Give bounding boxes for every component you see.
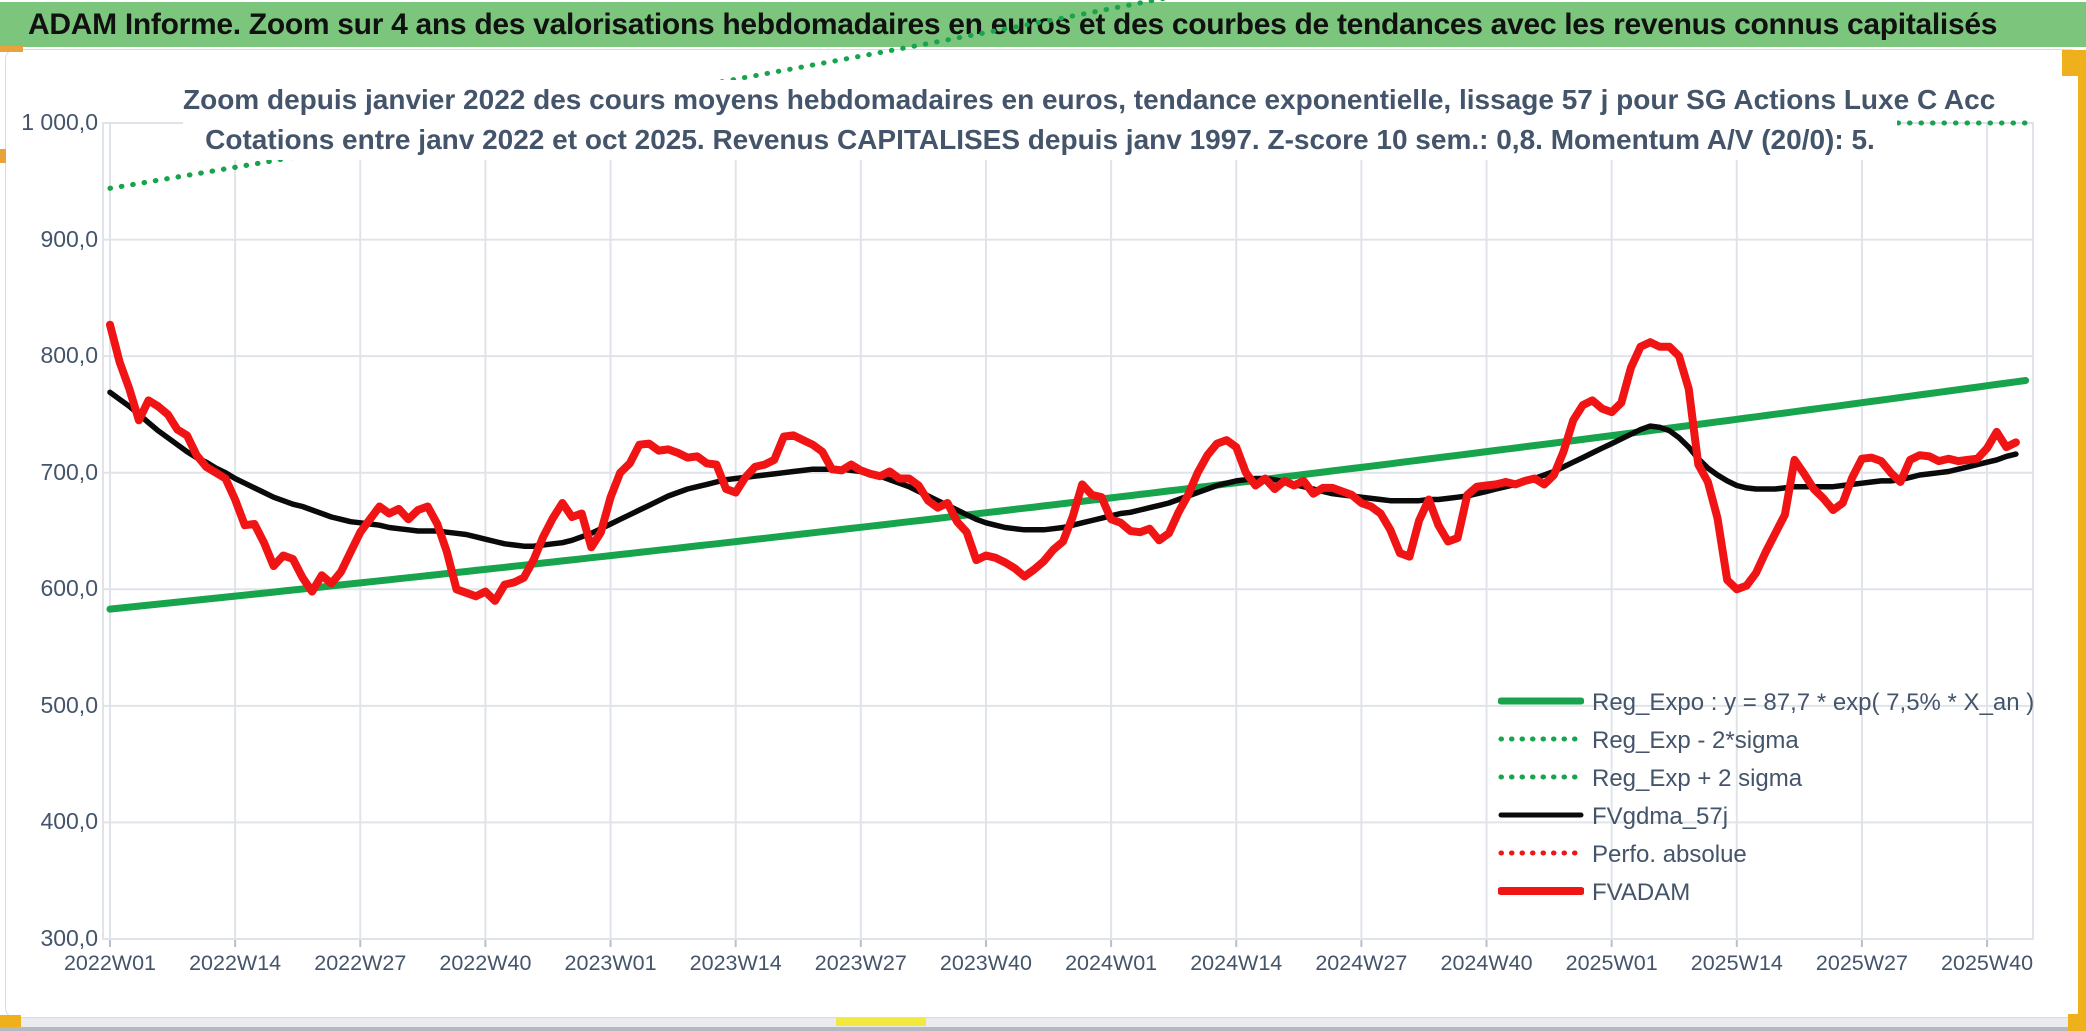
legend-item: Reg_Exp - 2*sigma xyxy=(1498,722,2034,760)
y-tick-label: 500,0 xyxy=(40,691,98,718)
x-tick-label: 2025W01 xyxy=(1565,951,1658,975)
y-tick-label: 700,0 xyxy=(40,458,98,485)
legend-item: Perfo. absolue xyxy=(1498,836,2034,874)
legend-marker-solid xyxy=(1498,808,1584,826)
legend-label: Reg_Exp + 2 sigma xyxy=(1592,765,1803,792)
legend-label: FVgdma_57j xyxy=(1592,803,1729,830)
header-title: ADAM Informe. Zoom sur 4 ans des valoris… xyxy=(0,2,2086,47)
legend-label: Perfo. absolue xyxy=(1592,841,1747,868)
chart-title-line2: Cotations entre janv 2022 et oct 2025. R… xyxy=(205,124,1875,155)
y-tick-label: 400,0 xyxy=(40,808,98,835)
gold-accent-top-left xyxy=(0,46,23,52)
y-tick-label: 300,0 xyxy=(40,925,98,951)
x-tick-label: 2025W14 xyxy=(1690,951,1783,975)
gold-accent-left-edge xyxy=(0,149,6,163)
x-tick-label: 2023W27 xyxy=(814,951,907,975)
yellow-cell-bottom-center xyxy=(836,1018,926,1026)
legend-marker-dotted xyxy=(1498,846,1584,864)
screenshot-bottom-edge xyxy=(0,1027,2086,1031)
legend-item: Reg_Expo : y = 87,7 * exp( 7,5% * X_an ) xyxy=(1497,684,2035,722)
y-tick-label: 1 000,0 xyxy=(21,109,98,135)
x-tick-label: 2023W40 xyxy=(939,951,1032,975)
legend-item: FVgdma_57j xyxy=(1498,798,2034,836)
gold-accent-bottom-left xyxy=(0,1015,21,1027)
x-tick-label: 2023W01 xyxy=(564,951,657,975)
legend: Reg_Expo : y = 87,7 * exp( 7,5% * X_an )… xyxy=(1497,684,2035,912)
legend-label: Reg_Expo : y = 87,7 * exp( 7,5% * X_an ) xyxy=(1592,689,2035,716)
x-tick-label: 2025W40 xyxy=(1941,951,2034,975)
chart-frame xyxy=(5,49,2080,1018)
x-tick-label: 2025W27 xyxy=(1815,951,1908,975)
legend-marker-dotted xyxy=(1498,732,1584,750)
gold-accent-right-edge xyxy=(2078,76,2086,1026)
y-tick-label: 900,0 xyxy=(40,225,98,252)
gold-accent-bottom-right xyxy=(2068,1014,2086,1031)
chart-title-line1: Zoom depuis janvier 2022 des cours moyen… xyxy=(183,84,1996,115)
x-tick-label: 2022W14 xyxy=(189,951,282,975)
x-tick-label: 2022W40 xyxy=(439,951,532,975)
chart-title: Zoom depuis janvier 2022 des cours moyen… xyxy=(183,80,1996,160)
legend-label: Reg_Exp - 2*sigma xyxy=(1592,727,1799,754)
x-tick-label: 2024W01 xyxy=(1065,951,1158,975)
legend-label: FVADAM xyxy=(1592,879,1691,906)
legend-item: Reg_Exp + 2 sigma xyxy=(1498,760,2034,798)
bottom-band xyxy=(0,1018,2086,1027)
legend-marker-solid xyxy=(1497,694,1585,712)
y-tick-label: 600,0 xyxy=(40,575,98,602)
legend-item: FVADAM xyxy=(1497,874,2034,912)
x-tick-label: 2024W40 xyxy=(1440,951,1533,975)
y-tick-label: 800,0 xyxy=(40,342,98,369)
gold-accent-top-right-tab xyxy=(2062,50,2086,76)
x-tick-label: 2024W27 xyxy=(1315,951,1408,975)
x-tick-label: 2022W01 xyxy=(63,951,157,975)
legend-marker-dotted xyxy=(1498,770,1584,788)
x-tick-label: 2023W14 xyxy=(689,951,782,975)
x-tick-label: 2022W27 xyxy=(314,951,407,975)
x-tick-label: 2024W14 xyxy=(1190,951,1283,975)
legend-marker-solid xyxy=(1497,884,1585,902)
